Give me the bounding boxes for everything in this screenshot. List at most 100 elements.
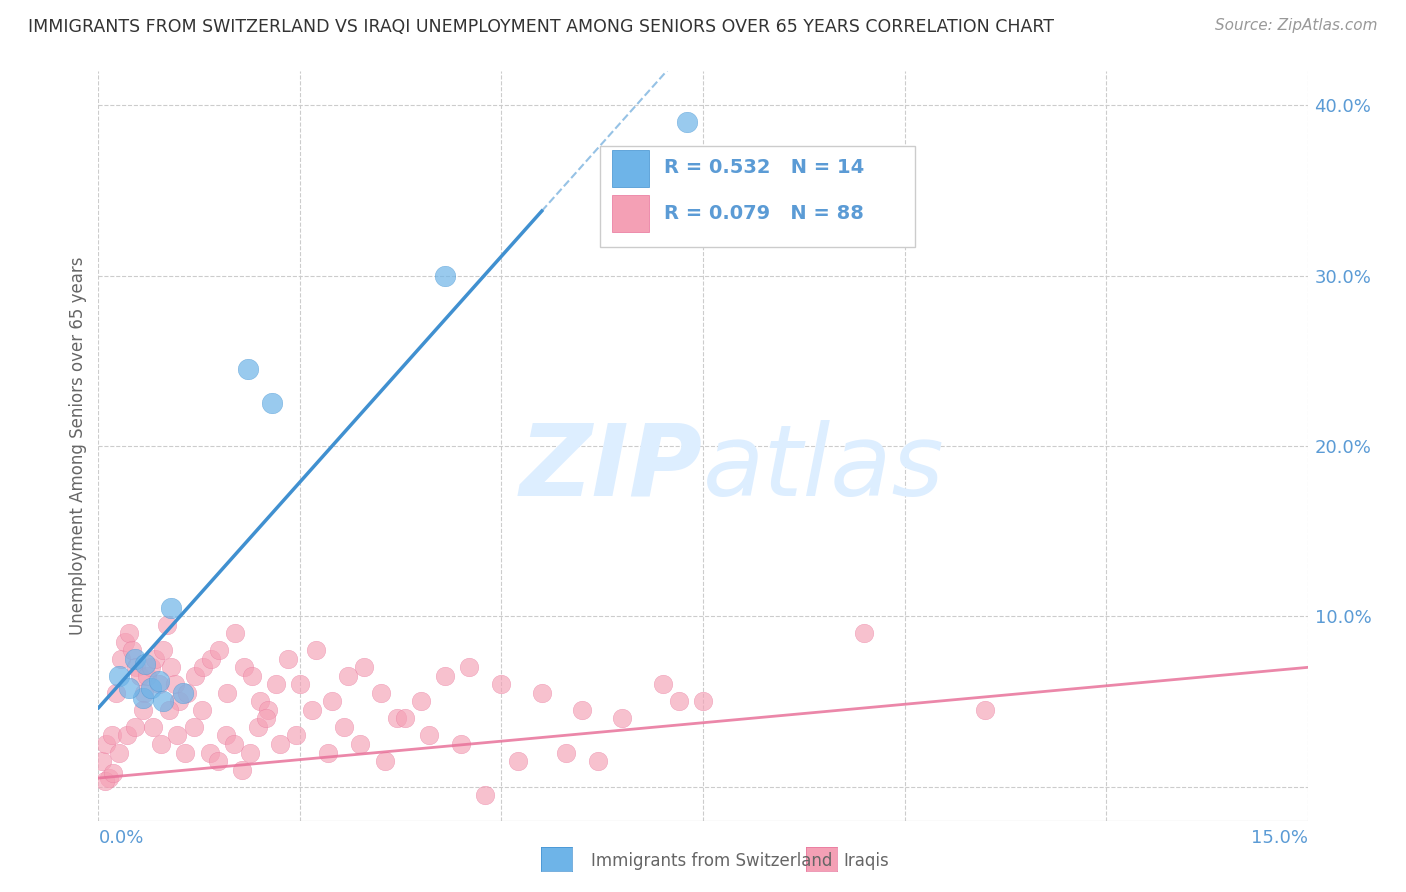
Point — [530, 686, 553, 700]
Point — [374, 754, 396, 768]
Point — [353, 660, 375, 674]
FancyBboxPatch shape — [600, 146, 915, 247]
Point — [394, 711, 416, 725]
Text: IMMIGRANTS FROM SWITZERLAND VS IRAQI UNEMPLOYMENT AMONG SENIORS OVER 65 YEARS CO: IMMIGRANTS FROM SWITZERLAND VS IRAQI UNE… — [28, 18, 1054, 36]
Point — [249, 694, 271, 708]
Point — [458, 660, 481, 674]
Point — [321, 694, 343, 708]
Point — [232, 660, 254, 674]
Point — [239, 746, 262, 760]
Point — [152, 643, 174, 657]
Point — [114, 635, 136, 649]
Point — [676, 115, 699, 129]
Text: Source: ZipAtlas.com: Source: ZipAtlas.com — [1215, 18, 1378, 33]
Point — [217, 686, 239, 700]
Point — [974, 703, 997, 717]
Point — [160, 600, 183, 615]
Point — [135, 669, 157, 683]
Point — [163, 677, 186, 691]
Point — [231, 763, 253, 777]
Point — [121, 643, 143, 657]
Point — [668, 694, 690, 708]
Point — [132, 691, 155, 706]
Point — [150, 737, 173, 751]
Point — [160, 660, 183, 674]
Text: Iraqis: Iraqis — [844, 852, 890, 870]
Text: R = 0.532   N = 14: R = 0.532 N = 14 — [664, 158, 865, 177]
Point — [198, 746, 221, 760]
Point — [370, 686, 392, 700]
Text: ZIP: ZIP — [520, 420, 703, 517]
Point — [418, 729, 440, 743]
Point — [132, 703, 155, 717]
Point — [183, 720, 205, 734]
Point — [586, 754, 609, 768]
Point — [184, 669, 207, 683]
Point — [555, 746, 578, 760]
Point — [176, 686, 198, 700]
Point — [208, 643, 231, 657]
Point — [264, 677, 287, 691]
Y-axis label: Unemployment Among Seniors over 65 years: Unemployment Among Seniors over 65 years — [69, 257, 87, 635]
Point — [316, 746, 339, 760]
Point — [284, 729, 307, 743]
Point — [474, 788, 496, 802]
Point — [134, 657, 156, 671]
Point — [200, 652, 222, 666]
Point — [156, 617, 179, 632]
Point — [571, 703, 593, 717]
Point — [101, 766, 124, 780]
Point — [142, 720, 165, 734]
Point — [166, 729, 188, 743]
Text: Immigrants from Switzerland: Immigrants from Switzerland — [591, 852, 832, 870]
Point — [612, 711, 634, 725]
FancyBboxPatch shape — [613, 195, 648, 233]
Point — [139, 660, 162, 674]
Point — [134, 686, 156, 700]
Point — [193, 660, 215, 674]
Point — [110, 652, 132, 666]
Point — [333, 720, 356, 734]
Point — [277, 652, 299, 666]
Point — [692, 694, 714, 708]
Point — [222, 737, 245, 751]
Point — [491, 677, 513, 691]
Point — [385, 711, 408, 725]
Point — [96, 737, 118, 751]
Point — [450, 737, 472, 751]
Point — [157, 703, 180, 717]
Point — [167, 694, 190, 708]
Point — [107, 669, 129, 683]
Point — [305, 643, 328, 657]
Point — [434, 268, 457, 283]
Text: 15.0%: 15.0% — [1250, 830, 1308, 847]
Point — [288, 677, 311, 691]
Point — [506, 754, 529, 768]
Text: 0.0%: 0.0% — [98, 830, 143, 847]
Point — [224, 626, 246, 640]
Point — [247, 720, 270, 734]
Point — [256, 703, 278, 717]
Point — [152, 694, 174, 708]
Point — [105, 686, 128, 700]
Point — [91, 754, 114, 768]
Point — [107, 746, 129, 760]
Point — [853, 626, 876, 640]
Point — [148, 677, 170, 691]
Point — [101, 729, 124, 743]
Point — [651, 677, 673, 691]
Point — [254, 711, 277, 725]
Point — [172, 686, 194, 700]
Point — [409, 694, 432, 708]
Point — [301, 703, 323, 717]
Point — [118, 681, 141, 695]
Point — [349, 737, 371, 751]
Point — [124, 720, 146, 734]
Point — [434, 669, 457, 683]
Point — [190, 703, 212, 717]
Point — [143, 652, 166, 666]
Point — [215, 729, 238, 743]
Point — [174, 746, 197, 760]
Point — [124, 652, 146, 666]
Point — [97, 771, 120, 785]
